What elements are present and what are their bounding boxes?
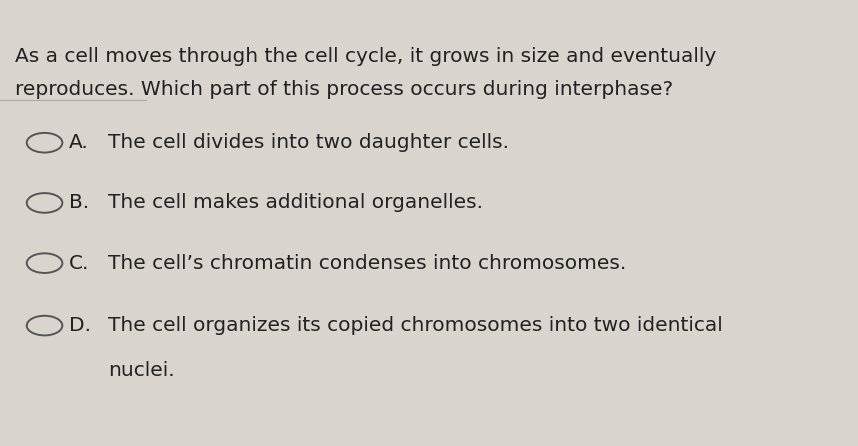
Text: The cell makes additional organelles.: The cell makes additional organelles. (108, 194, 483, 212)
Text: nuclei.: nuclei. (108, 361, 174, 380)
Text: B.: B. (69, 194, 89, 212)
Text: reproduces. Which part of this process occurs during interphase?: reproduces. Which part of this process o… (15, 80, 673, 99)
Text: As a cell moves through the cell cycle, it grows in size and eventually: As a cell moves through the cell cycle, … (15, 47, 716, 66)
Text: C.: C. (69, 254, 89, 273)
Text: D.: D. (69, 316, 91, 335)
Text: The cell divides into two daughter cells.: The cell divides into two daughter cells… (108, 133, 509, 152)
Text: The cell’s chromatin condenses into chromosomes.: The cell’s chromatin condenses into chro… (108, 254, 626, 273)
Text: The cell organizes its copied chromosomes into two identical: The cell organizes its copied chromosome… (108, 316, 722, 335)
Text: A.: A. (69, 133, 88, 152)
